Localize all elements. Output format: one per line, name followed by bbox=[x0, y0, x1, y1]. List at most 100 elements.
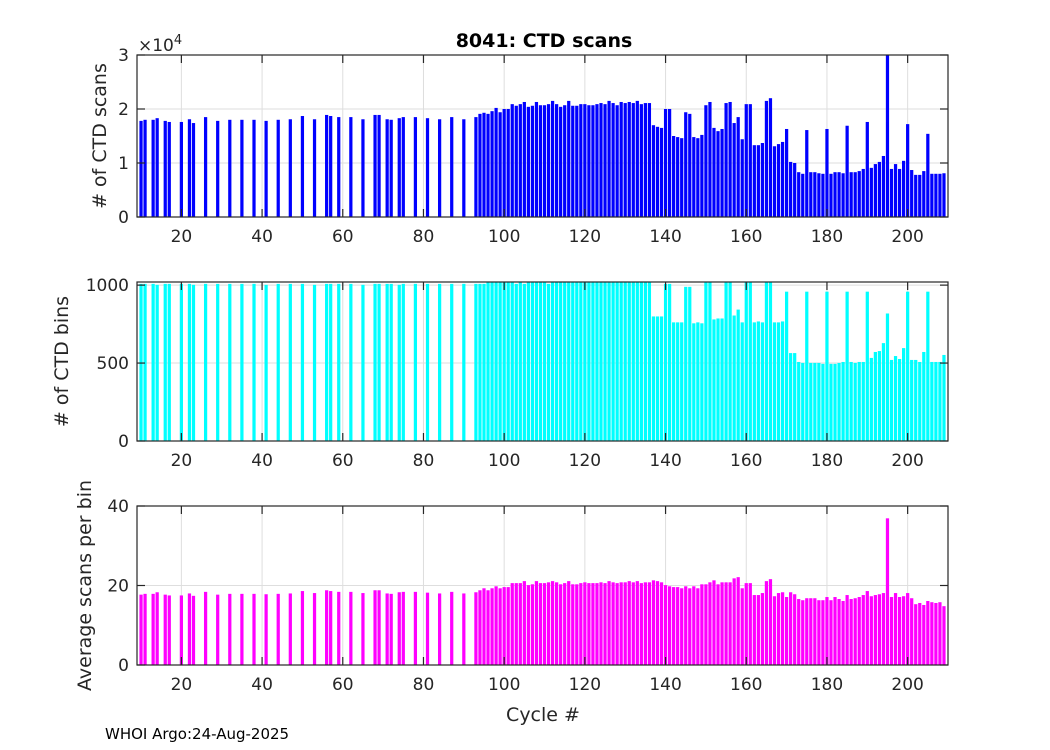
y-axis-multiplier: ×104 bbox=[138, 33, 182, 56]
y-tick-label: 0 bbox=[118, 208, 129, 228]
bar-average-cycle-193 bbox=[877, 594, 882, 665]
bar-bins-cycle-57 bbox=[329, 283, 333, 441]
bar-scans-cycle-202 bbox=[914, 174, 918, 217]
bar-scans-cycle-111 bbox=[546, 104, 551, 217]
bar-scans-cycle-177 bbox=[813, 172, 817, 217]
bar-bins-cycle-104 bbox=[518, 282, 522, 441]
bar-average-cycle-150 bbox=[704, 584, 708, 665]
bar-scans-cycle-134 bbox=[639, 104, 643, 217]
bar-bins-cycle-115 bbox=[563, 282, 567, 441]
bar-average-cycle-23 bbox=[191, 595, 196, 665]
bar-bins-cycle-189 bbox=[861, 361, 865, 441]
bar-bins-cycle-200 bbox=[906, 291, 910, 441]
bar-scans-cycle-155 bbox=[724, 103, 728, 217]
bar-scans-cycle-98 bbox=[494, 107, 498, 217]
bar-bins-cycle-119 bbox=[579, 282, 583, 441]
bar-average-cycle-131 bbox=[627, 581, 631, 665]
bar-scans-cycle-132 bbox=[631, 103, 635, 217]
x-tick-label: 100 bbox=[488, 675, 520, 695]
bar-scans-cycle-199 bbox=[902, 160, 906, 217]
bar-scans-cycle-107 bbox=[530, 105, 535, 217]
bar-scans-cycle-136 bbox=[647, 103, 652, 217]
bar-average-cycle-10 bbox=[139, 594, 143, 665]
bar-bins-cycle-56 bbox=[325, 283, 329, 441]
bar-bins-cycle-131 bbox=[627, 282, 631, 441]
subplot-bins: 20 40 60 80 100 120 140 160 180 200 0 500 1000 # of C… bbox=[51, 276, 949, 471]
subplot-scans: 20 40 60 80 100 120 140 160 180 200 0 1 2 3 ×104 # of C… bbox=[89, 33, 949, 247]
x-axis-label: Cycle # bbox=[506, 704, 580, 726]
bar-scans-cycle-81 bbox=[425, 118, 430, 217]
bar-scans-cycle-93 bbox=[474, 117, 478, 217]
bar-bins-cycle-84 bbox=[437, 283, 442, 441]
bar-scans-cycle-198 bbox=[897, 168, 902, 217]
bar-scans-cycle-78 bbox=[413, 117, 418, 217]
bar-bins-cycle-165 bbox=[764, 282, 769, 441]
bar-average-cycle-84 bbox=[437, 593, 442, 665]
bar-average-cycle-118 bbox=[575, 584, 579, 665]
bar-average-cycle-201 bbox=[910, 598, 914, 665]
bar-average-cycle-148 bbox=[696, 588, 700, 665]
y-tick-label: 1 bbox=[118, 154, 129, 174]
bar-average-cycle-197 bbox=[893, 593, 898, 665]
bar-average-cycle-151 bbox=[708, 582, 712, 665]
x-tick-label: 60 bbox=[332, 451, 354, 471]
x-tick-label: 120 bbox=[569, 675, 601, 695]
bar-scans-cycle-196 bbox=[889, 168, 894, 217]
bar-scans-cycle-201 bbox=[910, 170, 914, 217]
bar-bins-cycle-161 bbox=[748, 282, 752, 441]
bar-average-cycle-17 bbox=[167, 595, 171, 665]
bar-bins-cycle-117 bbox=[571, 282, 575, 441]
bar-average-cycle-141 bbox=[667, 586, 672, 665]
bar-scans-cycle-208 bbox=[938, 173, 942, 217]
bar-bins-cycle-127 bbox=[611, 282, 615, 441]
bar-average-cycle-78 bbox=[413, 591, 418, 665]
bar-scans-cycle-22 bbox=[187, 119, 192, 217]
bar-bins-cycle-71 bbox=[385, 283, 389, 441]
bar-bins-cycle-182 bbox=[833, 363, 837, 441]
bar-scans-cycle-23 bbox=[191, 123, 196, 217]
bar-bins-cycle-90 bbox=[462, 283, 466, 441]
bar-average-cycle-191 bbox=[869, 596, 873, 665]
bar-bins-cycle-181 bbox=[829, 363, 833, 441]
y-axis-label: # of CTD bins bbox=[51, 296, 73, 427]
bar-average-cycle-158 bbox=[736, 577, 740, 665]
bar-scans-cycle-160 bbox=[744, 104, 748, 217]
bar-average-cycle-22 bbox=[187, 593, 192, 665]
bar-bins-cycle-209 bbox=[942, 354, 946, 441]
bar-scans-cycle-74 bbox=[397, 118, 401, 217]
bar-scans-cycle-190 bbox=[865, 121, 869, 217]
bar-average-cycle-140 bbox=[663, 585, 668, 665]
bar-average-cycle-153 bbox=[716, 584, 720, 665]
bar-bins-cycle-106 bbox=[526, 282, 530, 441]
bar-average-cycle-173 bbox=[797, 599, 801, 665]
bar-average-cycle-124 bbox=[599, 582, 603, 665]
bar-scans-cycle-139 bbox=[659, 127, 664, 217]
bar-average-cycle-206 bbox=[930, 602, 934, 665]
bar-bins-cycle-135 bbox=[643, 282, 648, 441]
bar-average-cycle-26 bbox=[203, 591, 208, 665]
bar-average-cycle-203 bbox=[918, 602, 922, 665]
bar-bins-cycle-149 bbox=[700, 323, 704, 441]
bar-bins-cycle-74 bbox=[397, 284, 401, 441]
bar-bins-cycle-197 bbox=[893, 356, 898, 441]
bar-bins-cycle-194 bbox=[881, 343, 886, 441]
bar-bins-cycle-141 bbox=[667, 283, 672, 441]
bar-bins-cycle-164 bbox=[760, 322, 765, 441]
bar-average-cycle-152 bbox=[712, 580, 716, 665]
bar-average-cycle-74 bbox=[397, 592, 401, 665]
bar-scans-cycle-189 bbox=[861, 168, 865, 217]
bar-bins-cycle-144 bbox=[680, 322, 684, 441]
bar-average-cycle-123 bbox=[595, 583, 599, 665]
bar-average-cycle-155 bbox=[724, 582, 728, 665]
bar-average-cycle-100 bbox=[502, 587, 506, 665]
bar-average-cycle-195 bbox=[885, 518, 890, 665]
bar-average-cycle-189 bbox=[861, 595, 865, 665]
bar-average-cycle-116 bbox=[567, 581, 571, 665]
bar-average-cycle-168 bbox=[776, 593, 781, 665]
bar-scans-cycle-165 bbox=[764, 100, 769, 217]
bar-bins-cycle-81 bbox=[425, 283, 430, 441]
bar-average-cycle-154 bbox=[720, 582, 724, 665]
bar-bins-cycle-193 bbox=[877, 351, 882, 441]
bar-scans-cycle-191 bbox=[869, 167, 873, 217]
bar-scans-cycle-124 bbox=[599, 103, 603, 217]
